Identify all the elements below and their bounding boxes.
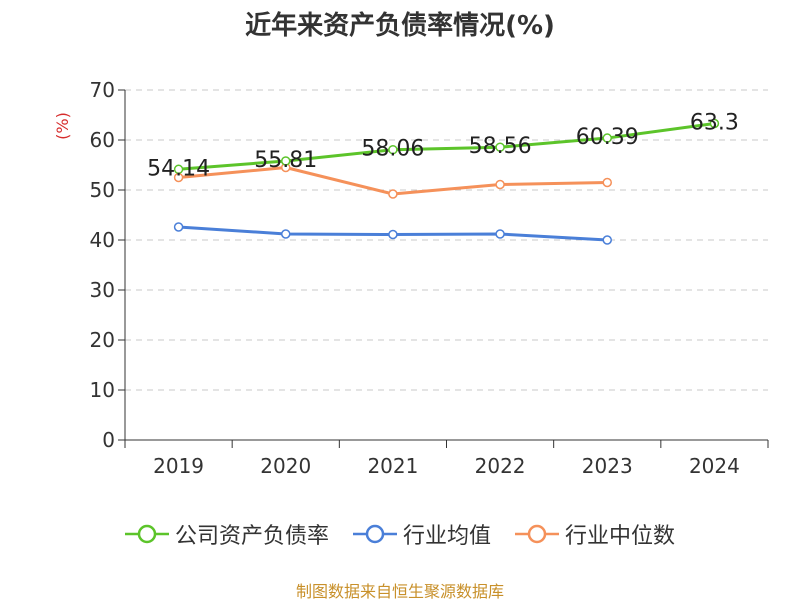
data-label: 60.39 (576, 125, 639, 150)
y-tick-label: 30 (90, 278, 115, 302)
legend: 公司资产负债率 行业均值 行业中位数 (0, 518, 800, 550)
data-point (495, 179, 505, 190)
data-point (495, 229, 505, 239)
source-note: 制图数据来自恒生聚源数据库 (295, 582, 504, 601)
series-line-company (178, 122, 715, 171)
legend-item-company[interactable]: 公司资产负债率 (124, 518, 329, 550)
data-point (495, 142, 505, 152)
data-point (602, 133, 612, 143)
legend-line-marker-icon (352, 524, 397, 544)
data-point (281, 156, 291, 166)
y-tick-label: 0 (102, 428, 115, 452)
data-point (709, 118, 720, 129)
y-tick-label: 10 (90, 378, 115, 402)
y-tick-label: 40 (90, 228, 115, 252)
legend-label-company: 公司资产负债率 (174, 524, 329, 549)
x-tick-label: 2023 (582, 454, 633, 478)
data-point (173, 222, 184, 232)
data-label: 54.14 (147, 156, 210, 181)
y-tick-label: 50 (90, 178, 115, 202)
data-point (602, 235, 612, 245)
legend-item-industry-avg[interactable]: 行业均值 (352, 518, 491, 550)
data-point (388, 189, 398, 199)
x-tick-label: 2019 (153, 454, 204, 478)
data-label: 55.81 (254, 148, 317, 173)
x-tick-label: 2021 (367, 454, 418, 478)
data-point (173, 164, 184, 175)
data-point (602, 177, 612, 188)
data-point (281, 229, 291, 239)
data-point (388, 144, 398, 155)
x-tick-label: 2020 (260, 454, 311, 478)
series-layer (173, 118, 720, 245)
x-tick-label: 2022 (475, 454, 526, 478)
x-tick-label: 2024 (689, 454, 740, 478)
axis-layer: 0 10 20 30 40 50 60 70 2019 2020 2021 2022 2023 2024 (… (53, 78, 769, 478)
legend-label-industry-median: 行业中位数 (565, 524, 676, 549)
data-label-layer: 54.14 55.81 58.06 58.56 60.39 63.3 (147, 111, 739, 182)
y-tick-label: 60 (90, 128, 115, 152)
grid-layer (125, 89, 768, 391)
legend-line-marker-icon (124, 524, 169, 544)
legend-item-industry-median[interactable]: 行业中位数 (515, 518, 675, 550)
y-tick-label: 20 (90, 328, 115, 352)
chart-title: 近年来资产负债率情况(%) (245, 11, 555, 41)
data-label: 63.3 (690, 111, 739, 136)
data-label: 58.06 (361, 137, 424, 162)
y-axis-label: (%) (53, 112, 72, 140)
data-point (388, 229, 398, 240)
legend-line-marker-icon (515, 524, 559, 544)
y-tick-label: 70 (90, 78, 115, 102)
data-label: 58.56 (469, 134, 532, 159)
legend-label-industry-avg: 行业均值 (402, 524, 491, 549)
